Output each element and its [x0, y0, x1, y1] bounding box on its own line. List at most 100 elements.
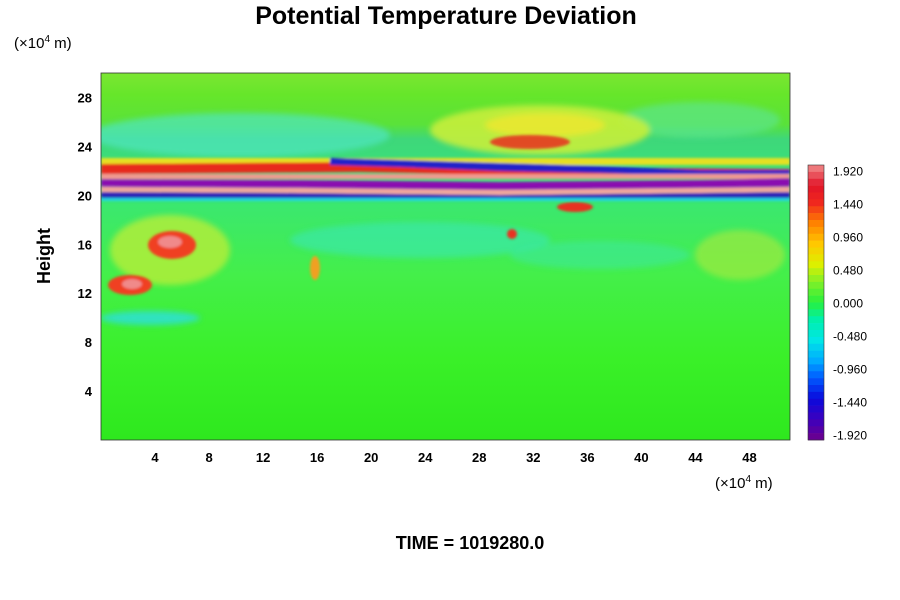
- x-tick-label: 20: [364, 450, 378, 465]
- y-unit-exp: 4: [44, 34, 50, 45]
- upper-cold-layer: [330, 158, 790, 176]
- cyan-edge-lower: [101, 198, 790, 201]
- colorbar-swatch: [808, 357, 824, 365]
- upper-warm-core: [485, 113, 605, 137]
- colorbar-swatch: [808, 405, 824, 413]
- colorbar-swatch: [808, 316, 824, 324]
- colorbar-swatch: [808, 309, 824, 317]
- colorbar-swatch: [808, 261, 824, 269]
- y-axis-label: Height: [34, 228, 54, 284]
- x-tick-label: 16: [310, 450, 324, 465]
- colorbar-tick-label: 0.000: [833, 297, 863, 311]
- x-tick-label: 48: [742, 450, 756, 465]
- colorbar-swatch: [808, 192, 824, 200]
- colorbar-tick-label: 0.960: [833, 231, 863, 245]
- left-cyan-layer: [101, 311, 200, 325]
- left-warm-patch-2-core: [122, 279, 142, 289]
- red-spot-2: [507, 229, 517, 239]
- colorbar-swatch: [808, 185, 824, 193]
- layered-bands: [101, 158, 790, 201]
- colorbar-swatch: [808, 433, 824, 441]
- colorbar-swatch: [808, 378, 824, 386]
- colorbar-swatch: [808, 364, 824, 372]
- y-unit-label: (×104 m): [14, 34, 72, 52]
- colorbar-swatch: [808, 398, 824, 406]
- colorbar-swatch: [808, 426, 824, 434]
- x-tick-label: 44: [688, 450, 703, 465]
- salmon-band-upper: [101, 174, 790, 179]
- colorbar-tick-label: 1.920: [833, 165, 863, 179]
- colorbar-swatch: [808, 254, 824, 262]
- colorbar-swatch: [808, 165, 824, 173]
- colorbar-swatch: [808, 281, 824, 290]
- colorbar-swatch: [808, 206, 824, 214]
- colorbar-swatch: [808, 171, 824, 180]
- colorbar-swatch: [808, 275, 824, 283]
- colorbar-tick-labels: 1.920 1.440 0.960 0.480 0.000 -0.480 -0.960 -1.…: [833, 165, 867, 443]
- y-tick-label: 4: [85, 384, 93, 399]
- colorbar-swatch: [808, 268, 824, 276]
- colorbar-swatch: [808, 240, 824, 248]
- y-tick-label: 24: [78, 139, 93, 154]
- colorbar-tick-label: 0.480: [833, 264, 863, 278]
- colorbar-swatch: [808, 350, 824, 358]
- warm-patches: [108, 135, 593, 295]
- x-unit-exp: 4: [745, 474, 751, 485]
- colorbar-swatch: [808, 391, 824, 400]
- plot-area: [101, 73, 790, 440]
- mid-cool-region: [290, 222, 550, 258]
- x-tick-label: 8: [205, 450, 212, 465]
- x-unit-suffix: m): [751, 475, 773, 492]
- colorbar-swatch: [808, 226, 824, 235]
- x-tick-labels: 4 8 12 16 20 24 28 32 36 40 44 48: [151, 450, 756, 465]
- colorbar-swatch: [808, 419, 824, 427]
- colorbar-tick-label: -0.960: [833, 363, 867, 377]
- y-tick-label: 12: [78, 286, 92, 301]
- y-unit-suffix: m): [50, 35, 72, 52]
- colorbar-swatch: [808, 288, 824, 296]
- x-tick-label: 24: [418, 450, 433, 465]
- x-tick-label: 36: [580, 450, 594, 465]
- colorbar-swatch: [808, 343, 824, 351]
- left-warm-patch-core: [158, 236, 182, 248]
- colorbar-tick-label: -0.480: [833, 330, 867, 344]
- colorbar-swatch: [808, 295, 824, 303]
- right-yellow-haze: [695, 230, 785, 280]
- colorbar-swatch: [808, 233, 824, 241]
- colorbar-swatch: [808, 199, 824, 207]
- colorbar-tick-label: 1.440: [833, 198, 863, 212]
- x-unit-label: (×104 m): [715, 474, 773, 492]
- colorbar-swatch: [808, 336, 824, 345]
- x-tick-label: 40: [634, 450, 648, 465]
- plot-frame: [100, 72, 791, 441]
- x-tick-label: 12: [256, 450, 270, 465]
- colorbar-swatch: [808, 213, 824, 221]
- x-tick-label: 28: [472, 450, 486, 465]
- x-unit-prefix: (×10: [715, 475, 745, 492]
- y-unit-prefix: (×10: [14, 35, 44, 52]
- colorbar-tick-label: -1.440: [833, 396, 867, 410]
- y-tick-label: 20: [78, 188, 92, 203]
- red-rays: [490, 135, 570, 149]
- colorbar-frame: [807, 164, 825, 441]
- upper-cool-region-2: [620, 102, 780, 138]
- upper-cool-region: [101, 113, 390, 157]
- chart-title: Potential Temperature Deviation: [255, 2, 637, 30]
- colorbar-swatch: [808, 330, 824, 338]
- x-tick-label: 4: [151, 450, 159, 465]
- y-tick-labels: 4 8 12 16 20 24 28: [78, 90, 93, 399]
- colorbar-swatch: [808, 302, 824, 310]
- red-spot: [557, 202, 593, 212]
- cold-band: [101, 178, 790, 191]
- mid-cool-region-2: [510, 241, 690, 269]
- colorbar: [807, 164, 825, 441]
- colorbar-swatch: [808, 412, 824, 420]
- time-label: TIME = 1019280.0: [396, 533, 545, 553]
- colorbar-swatch: [808, 247, 824, 255]
- colorbar-swatch: [808, 323, 824, 331]
- orange-streak: [310, 256, 320, 280]
- y-tick-label: 16: [78, 237, 92, 252]
- warm-band-lower: [101, 187, 790, 195]
- colorbar-swatch: [808, 220, 824, 228]
